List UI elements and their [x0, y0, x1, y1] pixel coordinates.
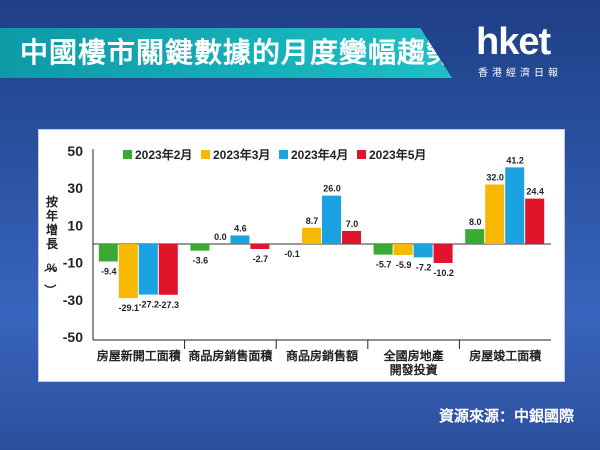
- y-axis-label: 按年增長（%）: [43, 194, 59, 296]
- legend-swatch: [279, 150, 288, 159]
- y-tick-label: 10: [67, 217, 83, 233]
- x-category-label: 全國房地產: [383, 348, 444, 363]
- bar: [190, 244, 210, 251]
- bar: [433, 244, 453, 263]
- data-label: 26.0: [323, 184, 341, 194]
- x-category-label: 商品房銷售額: [286, 348, 358, 363]
- data-label: -27.2: [139, 300, 160, 310]
- bar: [465, 229, 485, 244]
- logo-subtitle: 香港經濟日報: [478, 68, 562, 79]
- data-label: -9.4: [101, 266, 117, 276]
- data-label: 32.0: [486, 172, 504, 182]
- data-label: -5.9: [396, 260, 412, 270]
- y-tick-label: 30: [67, 180, 83, 196]
- bar-chart: 按年增長（%） 50 30 10 -10 -30 -50 -9.4 -29.1 -27.2 -27.…: [43, 143, 551, 377]
- bar: [302, 227, 321, 244]
- data-label: 7.0: [346, 219, 359, 229]
- bar: [373, 244, 393, 255]
- chart-panel: 按年增長（%） 50 30 10 -10 -30 -50 -9.4 -29.1 -27.2 -27.…: [38, 129, 565, 382]
- bar: [485, 184, 505, 244]
- bar: [138, 244, 158, 295]
- y-tick-label: -10: [63, 255, 83, 271]
- bar: [230, 235, 250, 244]
- data-label: -7.2: [416, 262, 432, 272]
- y-tick-label: -30: [63, 292, 83, 308]
- legend-label: 2023年5月: [369, 147, 426, 162]
- bar: [250, 244, 270, 250]
- bar: [525, 198, 545, 244]
- data-label: 4.6: [234, 223, 247, 233]
- legend-swatch: [201, 150, 210, 159]
- data-label: -27.3: [159, 300, 180, 310]
- legend-label: 2023年2月: [135, 147, 192, 162]
- data-label: 8.0: [469, 217, 482, 227]
- x-category-label: 商品房銷售面積: [188, 348, 273, 363]
- data-label: 8.7: [306, 216, 319, 226]
- legend-label: 2023年3月: [213, 147, 270, 162]
- page-title: 中國樓市關鍵數據的月度變幅趨勢: [20, 37, 456, 68]
- logo-wordmark: hket: [476, 21, 551, 63]
- title-banner: 中國樓市關鍵數據的月度變幅趨勢: [0, 28, 452, 78]
- bar: [98, 244, 118, 262]
- data-label: -3.6: [193, 256, 209, 266]
- x-category-label: 開發投資: [390, 362, 438, 377]
- x-category-label: 房屋竣工面積: [469, 348, 542, 363]
- data-label: -2.7: [253, 254, 269, 264]
- legend-label: 2023年4月: [291, 147, 348, 162]
- bar: [118, 244, 138, 299]
- y-tick-label: 50: [67, 143, 83, 159]
- bar: [342, 230, 361, 244]
- data-label: 41.2: [506, 155, 524, 165]
- data-label: 24.4: [526, 187, 544, 197]
- bar: [413, 244, 433, 258]
- x-category-label: 房屋新開工面積: [97, 348, 182, 363]
- bar: [393, 244, 413, 255]
- data-label: -29.1: [119, 303, 140, 313]
- data-label: -5.7: [376, 260, 392, 270]
- bar: [322, 195, 341, 244]
- legend-swatch: [123, 150, 132, 159]
- y-tick-label: -50: [63, 329, 83, 345]
- source-note: 資源來源：中銀國際: [438, 408, 574, 425]
- hket-logo: hket 香港經濟日報: [476, 22, 586, 82]
- data-label: -0.1: [284, 249, 300, 259]
- legend-swatch: [357, 150, 366, 159]
- bar: [158, 244, 178, 295]
- data-label: 0.0: [214, 232, 227, 242]
- bar: [505, 167, 525, 244]
- data-label: -10.2: [433, 268, 454, 278]
